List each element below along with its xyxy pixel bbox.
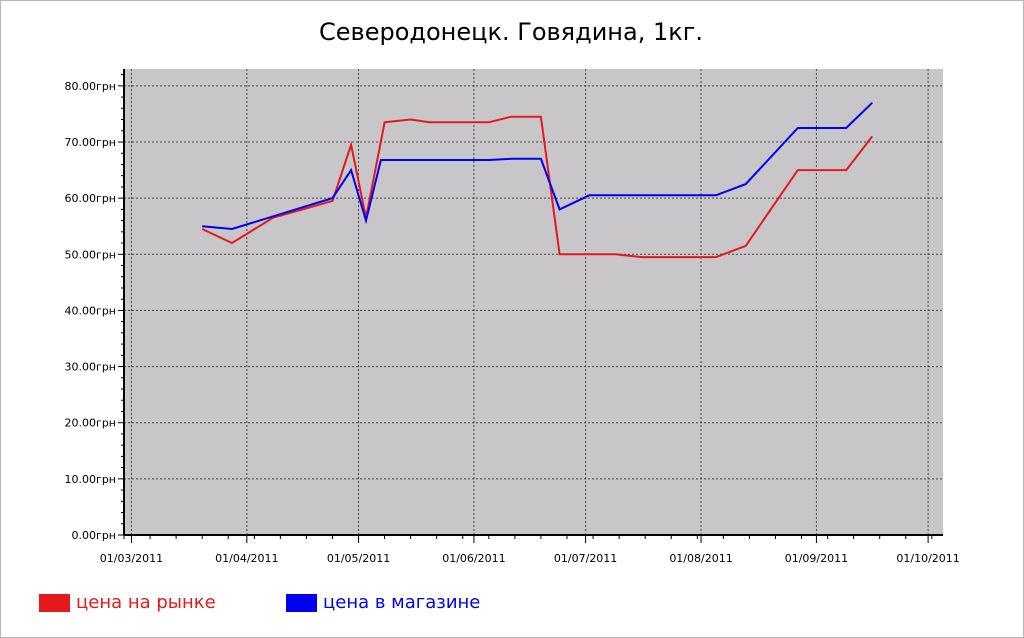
- x-tick-label: 01/09/2011: [785, 552, 848, 565]
- x-tick-label: 01/08/2011: [669, 552, 732, 565]
- x-tick-label: 01/05/2011: [327, 552, 390, 565]
- y-tick-label: 30.00грн: [65, 361, 116, 374]
- legend-swatch-market: [39, 593, 70, 612]
- series-line-1: [202, 101, 873, 231]
- y-tick-label: 50.00грн: [65, 248, 116, 261]
- y-tick-label: 40.00грн: [65, 304, 116, 317]
- series-line-0: [201, 115, 874, 259]
- x-tick-label: 01/10/2011: [896, 552, 959, 565]
- legend-item-market: цена на рынке: [39, 592, 216, 613]
- legend-swatch-store: [286, 593, 317, 612]
- y-tick-label: 20.00грн: [65, 417, 116, 430]
- axes: [118, 69, 943, 543]
- series-layer: [201, 101, 874, 259]
- legend-item-store: цена в магазине: [286, 592, 480, 613]
- legend-label-store: цена в магазине: [323, 592, 481, 613]
- legend-label-market: цена на рынке: [76, 592, 216, 613]
- y-tick-label: 10.00грн: [65, 473, 116, 486]
- y-axis-labels: 0.00грн 10.00грн 20.00грн 30.00грн 40.00грн 5…: [65, 80, 116, 542]
- plot-area: [124, 69, 943, 535]
- grid-lines: [124, 69, 943, 536]
- y-tick-label: 70.00грн: [65, 136, 116, 149]
- x-tick-label: 01/06/2011: [442, 552, 505, 565]
- chart-title: Северодонецк. Говядина, 1кг.: [319, 18, 703, 46]
- x-axis-labels: 01/03/2011 01/04/2011 01/05/2011 01/06/2011…: [100, 552, 960, 565]
- x-tick-label: 01/04/2011: [215, 552, 278, 565]
- x-tick-label: 01/03/2011: [100, 552, 163, 565]
- y-tick-label: 80.00грн: [65, 80, 116, 93]
- y-tick-label: 60.00грн: [65, 192, 116, 205]
- y-tick-label: 0.00грн: [72, 529, 116, 542]
- x-tick-label: 01/07/2011: [554, 552, 617, 565]
